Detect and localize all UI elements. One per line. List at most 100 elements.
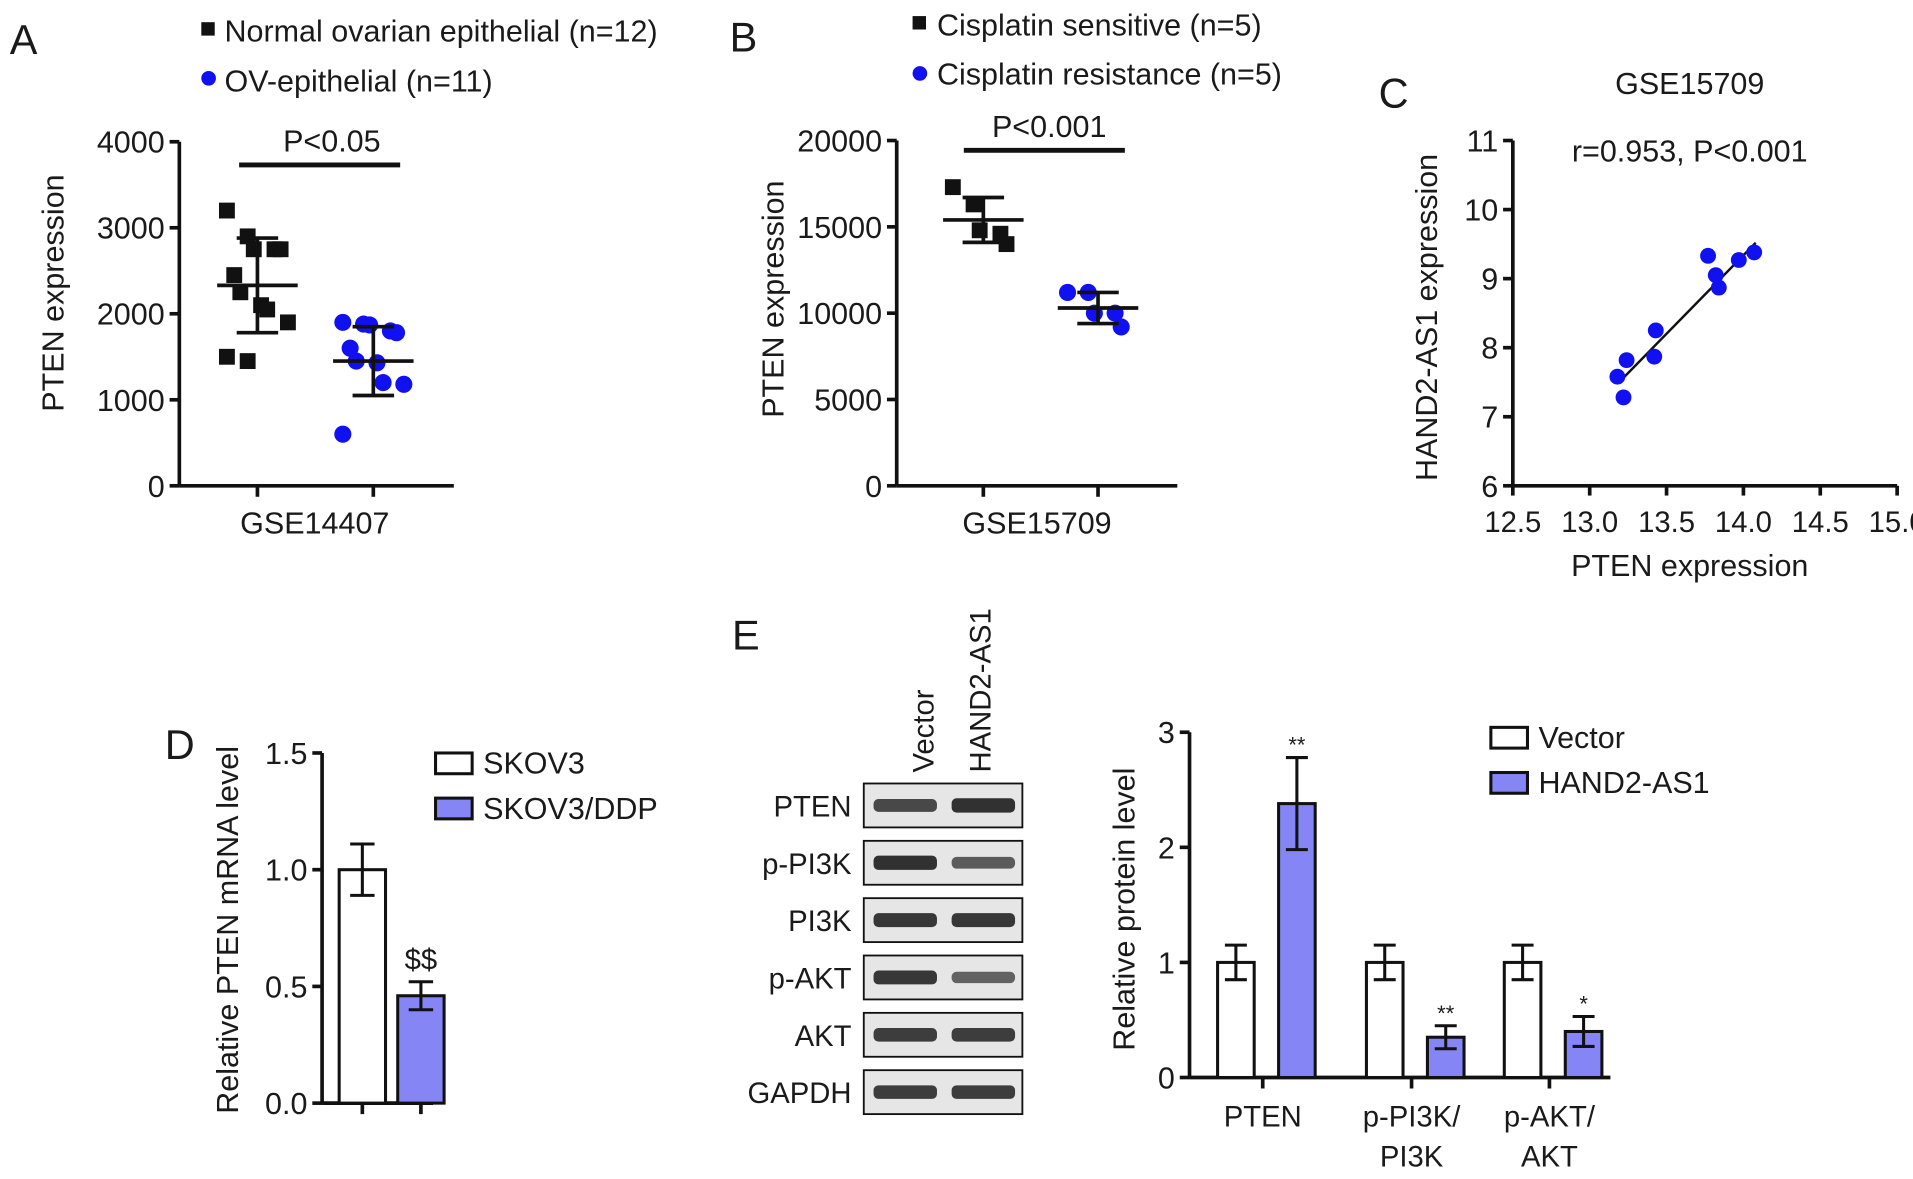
y-tick-label: 2 xyxy=(1158,831,1175,865)
plot-d: 0.0 0.5 1.0 1.5 $$ xyxy=(265,737,446,1121)
xlabel-b: GSE15709 xyxy=(962,506,1111,540)
significance-mark: * xyxy=(1579,992,1588,1017)
data-point xyxy=(965,196,982,213)
blot-row-label: PTEN xyxy=(774,790,852,823)
x-tick-label: 12.5 xyxy=(1484,506,1541,539)
y-tick-label: 0 xyxy=(1158,1061,1175,1095)
panel-label-b: B xyxy=(730,13,758,60)
panel-label-a: A xyxy=(10,16,38,63)
data-point xyxy=(334,313,352,331)
data-point xyxy=(1058,283,1077,301)
data-point xyxy=(998,236,1015,253)
category-label: AKT xyxy=(1521,1141,1578,1174)
xlabel-a: GSE14407 xyxy=(240,506,389,540)
y-tick-label: 6 xyxy=(1481,470,1498,504)
y-tick-label: 20000 xyxy=(797,125,882,159)
legend-a-normal: Normal ovarian epithelial (n=12) xyxy=(224,15,657,49)
data-point xyxy=(374,374,392,392)
blot-band xyxy=(873,970,937,985)
x-tick-label: 15.0 xyxy=(1869,506,1913,539)
x-tick-label: 14.5 xyxy=(1792,506,1849,539)
y-tick-label: 3000 xyxy=(97,212,165,246)
blot-band xyxy=(873,1085,937,1099)
legend-b-sensitive: Cisplatin sensitive (n=5) xyxy=(937,9,1262,43)
blot-band xyxy=(873,1028,937,1042)
blot-band xyxy=(951,1085,1016,1099)
western-blot: PTEN p-PI3K PI3K p-AKT AKT GAPDH xyxy=(747,782,1024,1116)
y-tick-label: 3 xyxy=(1158,716,1175,750)
y-tick-label: 0.0 xyxy=(265,1087,307,1121)
y-tick-label: 10000 xyxy=(797,297,882,331)
ylabel-c: HAND2-AS1 expression xyxy=(1410,154,1444,481)
title-c: GSE15709 xyxy=(1615,67,1764,101)
legend-swatch-hand2-as1 xyxy=(1489,770,1529,795)
legend-square-marker xyxy=(912,16,926,30)
y-tick-label: 8 xyxy=(1481,332,1498,366)
blot-band xyxy=(951,798,1016,813)
plot-b: 0 5000 10000 15000 20000 xyxy=(797,125,1178,504)
legend-a-ov: OV-epithelial (n=11) xyxy=(224,65,492,99)
blot-band xyxy=(951,913,1016,928)
data-point xyxy=(1609,368,1626,385)
data-point xyxy=(218,348,235,365)
blot-lane-label: HAND2-AS1 xyxy=(965,608,998,772)
data-point xyxy=(1647,322,1664,339)
significance-mark: ** xyxy=(1437,1001,1455,1026)
y-tick-label: 1000 xyxy=(97,384,165,418)
plot-a: 0 1000 2000 3000 4000 xyxy=(97,126,454,504)
plot-c: 6 7 8 9 10 11 12.5 13.0 13.5 14.0 14.5 15.0 xyxy=(1464,125,1913,540)
blot-band xyxy=(951,1028,1016,1042)
panel-label-c: C xyxy=(1379,70,1409,117)
blot-band xyxy=(951,971,1016,984)
legend-e-hand2-as1: HAND2-AS1 xyxy=(1538,766,1709,800)
blot-row-label: p-AKT xyxy=(769,962,852,995)
data-point xyxy=(1707,267,1724,284)
data-point xyxy=(239,353,256,370)
plot-e: 0 1 2 3 PTEN ** p-PI3K/PI3K ** p-AKT/AKT * xyxy=(1158,716,1611,1174)
data-point xyxy=(1646,348,1663,365)
data-point xyxy=(1700,247,1716,264)
data-point xyxy=(218,202,235,219)
y-tick-label: 7 xyxy=(1481,401,1498,435)
legend-circle-marker xyxy=(201,70,216,86)
significance-mark: ** xyxy=(1288,733,1306,758)
data-point xyxy=(279,314,296,331)
legend-swatch-skov3-ddp xyxy=(434,796,474,821)
bar xyxy=(1364,960,1405,1080)
bar xyxy=(396,994,446,1105)
blot-row-label: p-PI3K xyxy=(762,848,852,881)
y-tick-label: 0 xyxy=(865,470,882,504)
legend-swatch-vector xyxy=(1489,725,1529,750)
y-tick-label: 0 xyxy=(148,470,165,504)
data-point xyxy=(395,375,413,393)
bar xyxy=(1502,960,1543,1080)
y-tick-label: 5000 xyxy=(814,383,882,417)
legend-circle-marker xyxy=(912,66,928,81)
data-point xyxy=(1746,244,1763,261)
y-tick-label: 11 xyxy=(1467,125,1499,159)
data-point xyxy=(1710,279,1727,296)
y-tick-label: 1.0 xyxy=(265,854,307,888)
y-tick-label: 2000 xyxy=(97,298,165,332)
legend-b-resistance: Cisplatin resistance (n=5) xyxy=(937,57,1282,91)
regression-line xyxy=(1619,241,1757,382)
x-tick-label: 13.5 xyxy=(1638,506,1695,539)
ylabel-d: Relative PTEN mRNA level xyxy=(211,746,245,1114)
blot-band xyxy=(873,913,937,928)
data-point xyxy=(245,241,262,258)
data-point xyxy=(272,241,289,258)
significance-mark: $$ xyxy=(405,944,438,977)
category-label: PTEN xyxy=(1224,1100,1302,1133)
data-point xyxy=(232,284,249,301)
category-label: p-AKT/ xyxy=(1504,1100,1596,1133)
legend-d-skov3: SKOV3 xyxy=(483,747,585,781)
y-tick-label: 1 xyxy=(1158,946,1175,980)
data-point xyxy=(1730,252,1747,268)
significance-b: P<0.001 xyxy=(992,110,1106,144)
bar xyxy=(1216,960,1256,1080)
panel-label-e: E xyxy=(732,611,760,658)
legend-e-vector: Vector xyxy=(1538,721,1624,755)
data-point xyxy=(1618,352,1635,369)
category-label: p-PI3K/ xyxy=(1363,1100,1461,1133)
